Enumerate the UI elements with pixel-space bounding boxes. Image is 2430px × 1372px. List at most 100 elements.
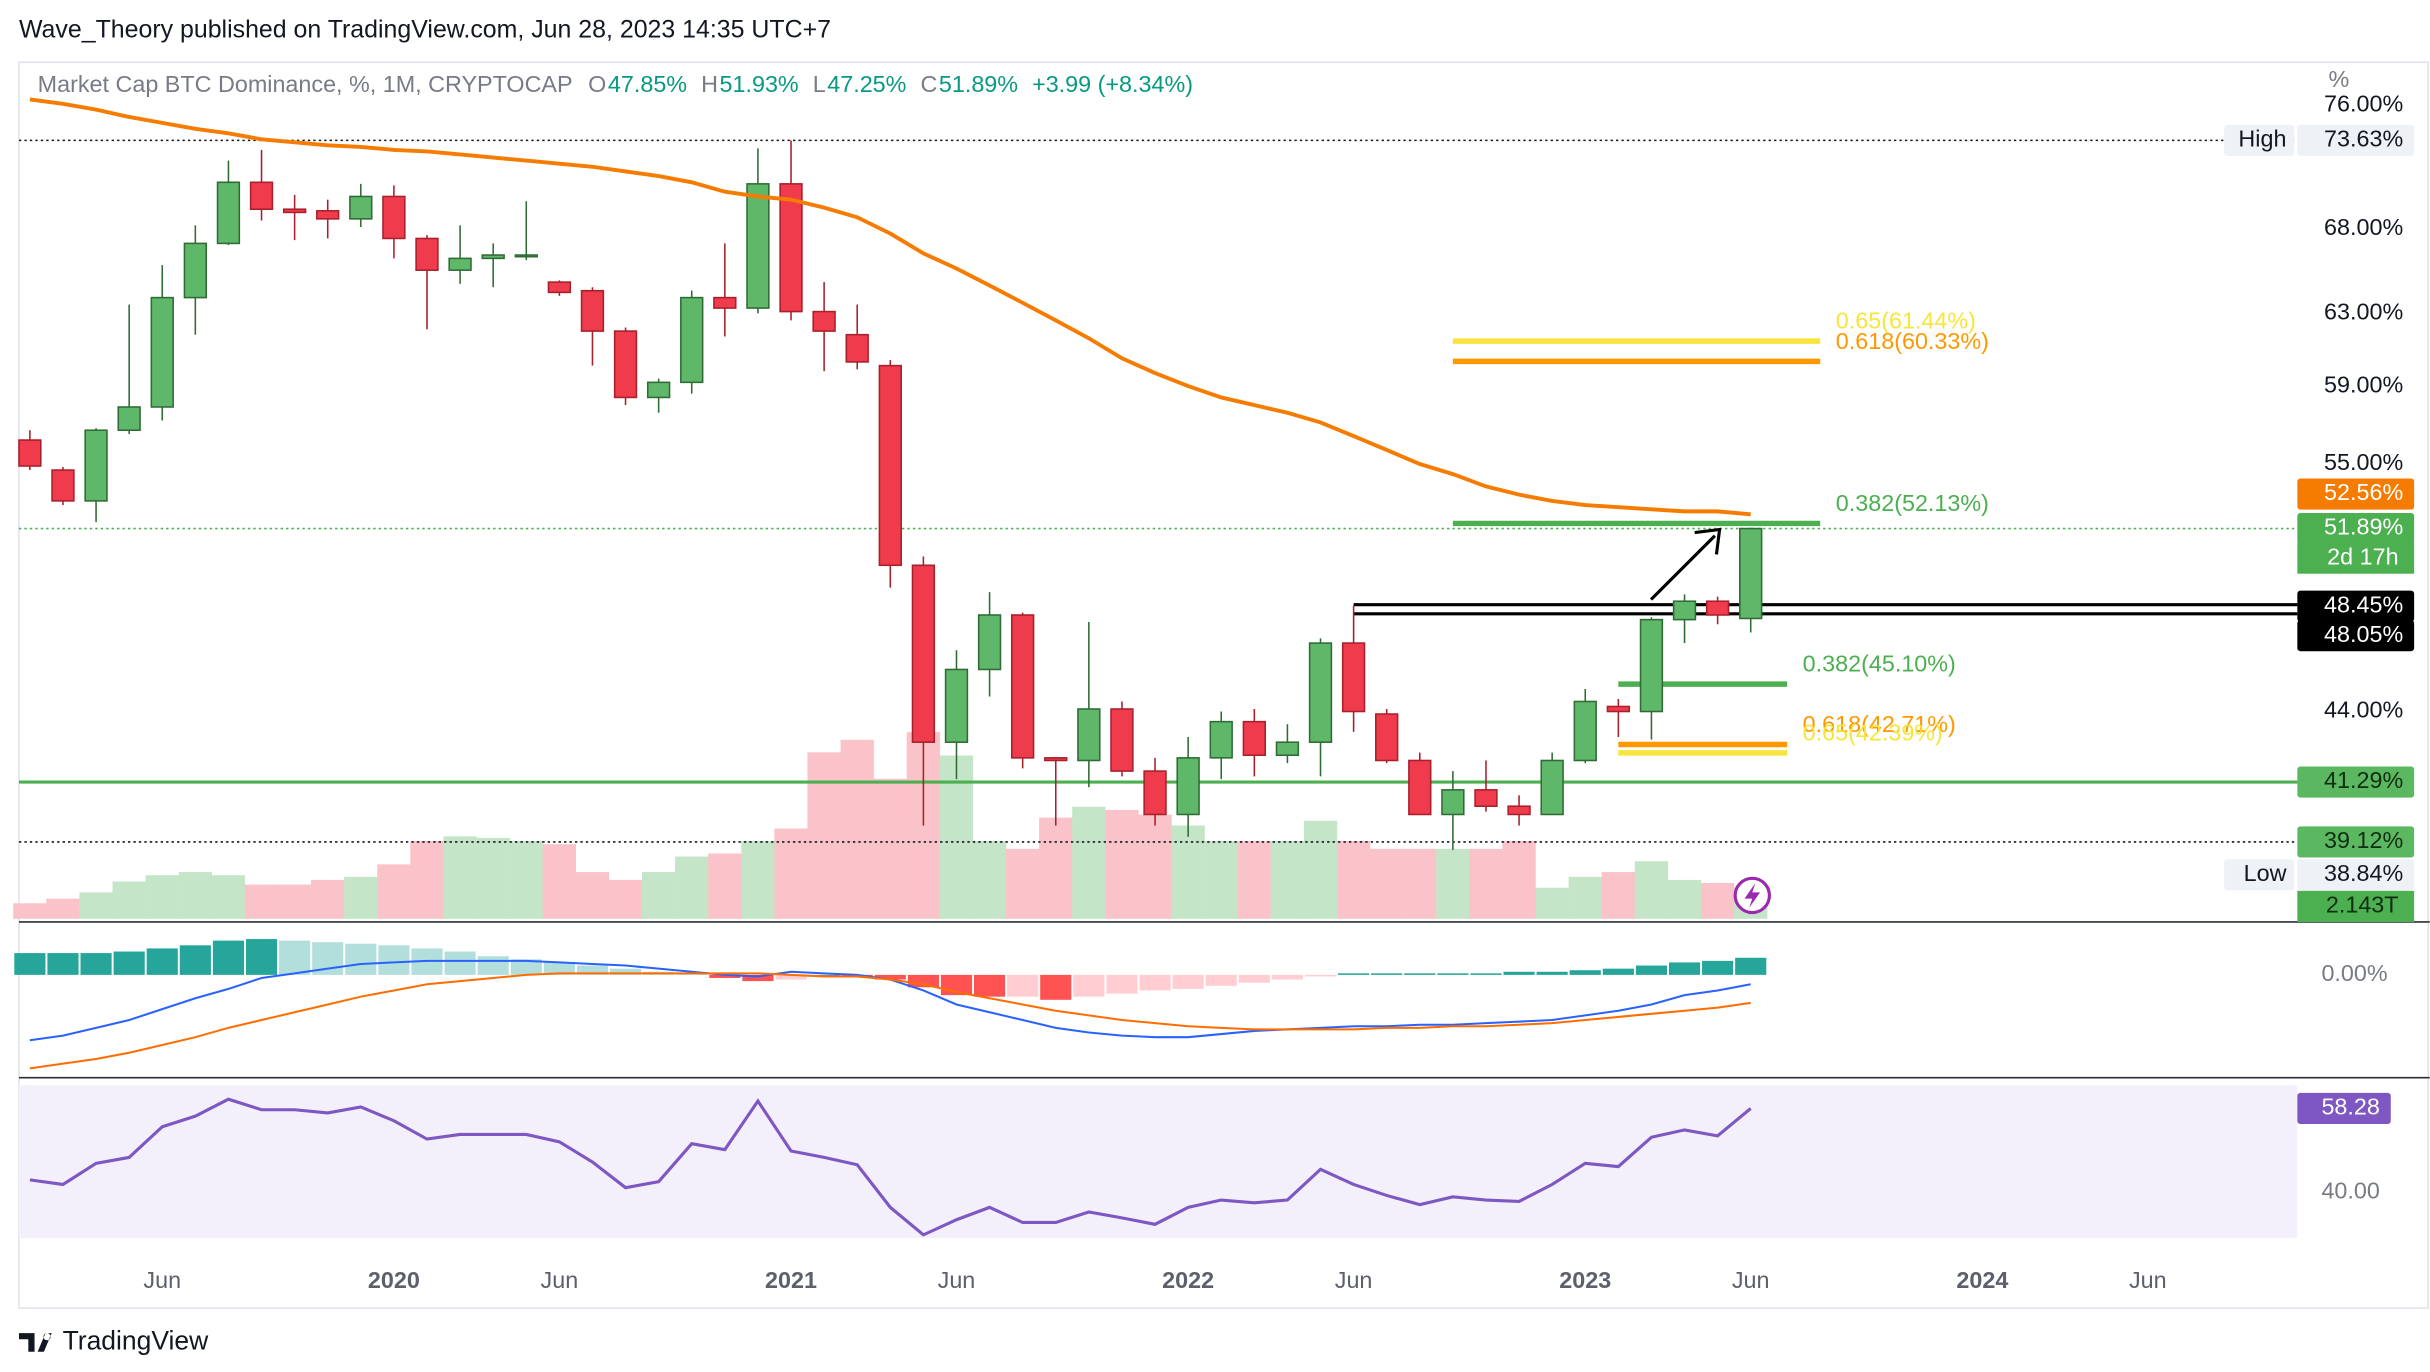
countdown: 2d 17h xyxy=(2327,543,2398,569)
rsi-line xyxy=(29,1097,1752,1237)
candle-body xyxy=(1077,708,1101,762)
price-label: 41.29% xyxy=(2324,767,2403,793)
volume-bar xyxy=(1436,848,1470,919)
macd-histogram-bar xyxy=(1371,973,1403,975)
macd-histogram-bar xyxy=(179,945,211,975)
candle-body xyxy=(1275,741,1300,757)
rsi-tick-label: 40.00 xyxy=(2321,1177,2379,1203)
macd-histogram-bar xyxy=(510,959,542,975)
legend-text: C xyxy=(920,71,937,97)
candle-body xyxy=(713,296,737,309)
macd-histogram-bar xyxy=(1238,974,1270,983)
candle-body xyxy=(448,257,472,271)
volume-bar xyxy=(1568,876,1602,919)
volume-bar xyxy=(1601,872,1636,919)
volume-bar xyxy=(1204,841,1238,919)
macd-histogram-bar xyxy=(212,940,245,975)
price-label-box xyxy=(2297,124,2415,156)
macd-histogram-bar xyxy=(1304,974,1337,977)
volume-bar xyxy=(542,844,577,919)
macd-histogram-bar xyxy=(1007,974,1039,997)
volume-bar xyxy=(178,872,213,919)
x-tick-label: Jun xyxy=(1335,1267,1373,1293)
price-label: 39.12% xyxy=(2324,827,2403,853)
legend-text: 47.85% xyxy=(608,71,687,97)
macd-histogram-bar xyxy=(1205,974,1237,986)
price-label-title: High xyxy=(2238,126,2286,152)
macd-histogram-bar xyxy=(113,951,145,975)
candle-body xyxy=(613,330,638,399)
macd-histogram-bar xyxy=(907,974,939,988)
volume-bar xyxy=(211,875,246,919)
volume-bar xyxy=(1039,817,1073,919)
candle-body xyxy=(878,364,902,567)
price-label: 51.89% xyxy=(2324,514,2403,540)
price-label-title-box xyxy=(2224,859,2295,891)
volume-bar xyxy=(972,841,1007,919)
price-label-box xyxy=(2297,512,2415,545)
macd-histogram-bar xyxy=(1437,973,1469,975)
unit: % xyxy=(2328,66,2349,92)
x-tick-label: Jun xyxy=(2129,1267,2167,1293)
candle-body xyxy=(183,242,208,299)
candle-body xyxy=(316,210,340,220)
candle-body xyxy=(415,237,439,271)
y-tick-label: 76.00% xyxy=(2324,90,2403,116)
arrow-head xyxy=(1694,527,1722,555)
legend-text: Market Cap BTC Dominance, %, 1M, CRYPTOC… xyxy=(38,71,573,97)
moving-average xyxy=(29,97,1751,517)
x-tick-label: 2024 xyxy=(1956,1267,2008,1293)
candle-body xyxy=(580,289,605,332)
volume-bar xyxy=(1072,806,1106,919)
macd-histogram-bar xyxy=(1536,971,1568,975)
volume-bar xyxy=(1270,841,1305,919)
volume-bar xyxy=(244,884,279,919)
volume-bar xyxy=(377,864,411,919)
volume-bar xyxy=(277,884,312,919)
volume-bar xyxy=(1171,825,1205,919)
candle-body xyxy=(282,208,307,214)
volume-bar xyxy=(410,841,444,919)
candle-body xyxy=(1209,720,1233,759)
legend-text: 51.89% xyxy=(939,71,1018,97)
macd-histogram-bar xyxy=(1735,957,1767,975)
candle-body xyxy=(1441,789,1465,816)
y-tick-label: 59.00% xyxy=(2324,371,2403,397)
candle-body xyxy=(84,429,108,502)
legend-text: O xyxy=(588,71,606,97)
price-label-box xyxy=(2297,478,2415,510)
volume-bar xyxy=(1336,841,1371,919)
fib-label: 0.382(45.10%) xyxy=(1803,651,1956,677)
fib-label: 0.618(42.71%) xyxy=(1803,711,1956,737)
volume-bar xyxy=(1370,848,1404,919)
volume-label: 2.143T xyxy=(2326,892,2399,918)
volume-bar xyxy=(807,752,841,919)
candle-body xyxy=(1739,527,1763,620)
rsi-label-box xyxy=(2297,1092,2391,1125)
volume-bar xyxy=(873,778,907,919)
macd-histogram-bar xyxy=(709,974,741,978)
candle-body xyxy=(382,195,406,240)
volume-bar xyxy=(1237,841,1271,919)
macd-histogram-bar xyxy=(1668,962,1701,975)
candle-body xyxy=(1705,600,1730,616)
x-tick-label: Jun xyxy=(938,1267,976,1293)
price-label-title: Low xyxy=(2244,860,2287,886)
volume-bar xyxy=(1469,848,1503,919)
macd-histogram-bar xyxy=(80,953,112,975)
macd-histogram-bar xyxy=(1106,974,1138,994)
macd-histogram-bar xyxy=(279,940,311,975)
alert-bolt xyxy=(1744,883,1761,908)
macd-histogram-bar xyxy=(1271,974,1303,980)
candle-body xyxy=(1408,759,1432,816)
logo: TradingView xyxy=(18,1325,209,1355)
candle-body xyxy=(845,333,869,363)
price-label: 52.56% xyxy=(2324,479,2403,505)
candle-body xyxy=(1308,642,1333,743)
legend-text: 51.93% xyxy=(720,71,799,97)
candle-body xyxy=(249,181,274,210)
candle-body xyxy=(1507,805,1531,816)
candle-body xyxy=(1573,700,1597,762)
